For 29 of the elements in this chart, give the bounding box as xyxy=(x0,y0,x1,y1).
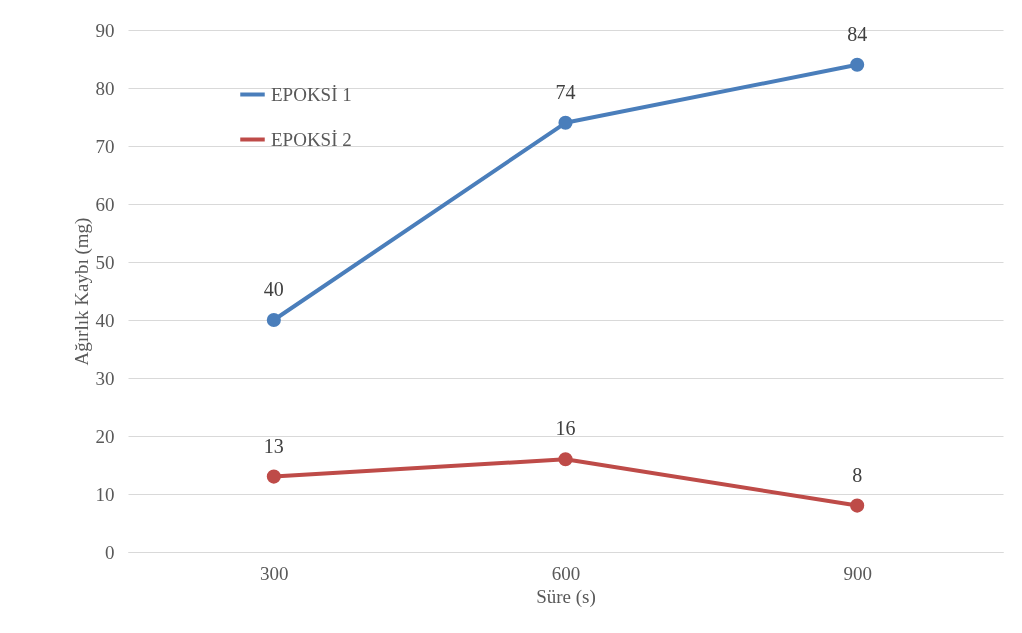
data-label: 8 xyxy=(852,463,863,486)
legend-label: EPOKSİ 2 xyxy=(271,128,352,150)
data-label: 84 xyxy=(847,22,868,45)
point xyxy=(558,452,573,467)
point xyxy=(266,469,281,484)
point xyxy=(558,115,573,130)
data-label: 16 xyxy=(555,417,576,440)
y-tick-label: 90 xyxy=(95,19,115,41)
y-tick-label: 50 xyxy=(95,251,115,273)
x-tick-label: 600 xyxy=(551,562,581,584)
y-tick-label: 60 xyxy=(95,193,115,215)
y-tick-label: 0 xyxy=(105,541,115,563)
data-label: 13 xyxy=(263,434,284,457)
point xyxy=(850,57,865,72)
y-tick-label: 40 xyxy=(95,309,115,331)
y-tick-label: 30 xyxy=(95,367,115,389)
y-tick-label: 70 xyxy=(95,135,115,157)
y-axis-title: Ağırlık Kaybı (mg) xyxy=(70,217,93,366)
y-tick-label: 10 xyxy=(95,483,115,505)
legend-label: EPOKSİ 1 xyxy=(271,83,352,105)
data-label: 74 xyxy=(555,80,576,103)
y-tick-label: 80 xyxy=(95,77,115,99)
x-axis-title: Süre (s) xyxy=(536,585,596,608)
data-label: 40 xyxy=(263,278,284,300)
point xyxy=(266,312,281,328)
x-tick-label: 300 xyxy=(260,562,289,584)
point xyxy=(850,498,865,513)
x-tick-label: 900 xyxy=(843,562,872,584)
y-tick-label: 20 xyxy=(95,425,115,447)
